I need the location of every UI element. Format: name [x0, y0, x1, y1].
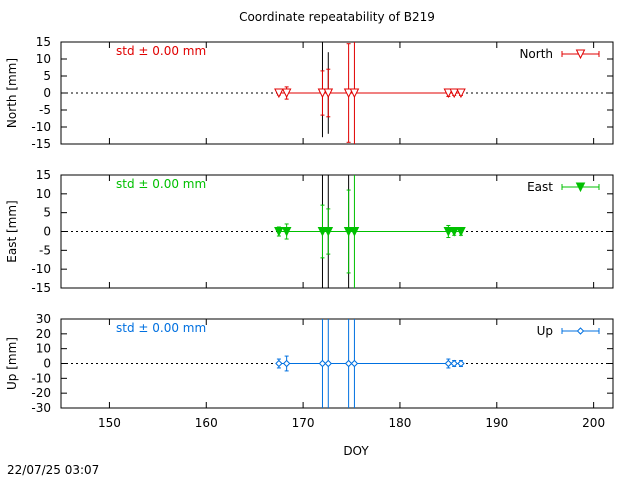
- data-point-marker: [323, 88, 334, 99]
- data-point-marker: [281, 227, 292, 237]
- data-point-marker: [449, 227, 459, 237]
- x-tick-label: 200: [582, 416, 605, 430]
- data-point-marker: [443, 88, 454, 99]
- y-tick-label: -10: [31, 262, 51, 276]
- plot-area: [274, 42, 466, 144]
- y-tick-label: 10: [36, 52, 51, 66]
- data-point-marker: [344, 359, 353, 368]
- x-tick-label: 190: [485, 416, 508, 430]
- y-tick-label: -15: [31, 281, 51, 295]
- y-tick-label: -15: [31, 137, 51, 151]
- data-point-marker: [274, 227, 284, 237]
- data-point-marker: [575, 182, 586, 193]
- data-point-marker: [318, 359, 327, 368]
- y-axis-label: North [mm]: [5, 58, 19, 128]
- plot-area: [275, 319, 465, 408]
- std-text: std ± 0.00 mm: [116, 44, 206, 58]
- x-tick-label: 180: [388, 416, 411, 430]
- panel-north: -15 -10 -5 0 5 10 15 North [mm] std ± 0.00 mm Nor…: [5, 35, 614, 151]
- y-tick-label: 10: [36, 342, 51, 356]
- data-point-marker: [456, 227, 466, 237]
- data-point-marker: [575, 49, 586, 60]
- data-point-marker: [324, 359, 332, 368]
- data-point-marker: [444, 359, 453, 368]
- x-tick-label: 170: [292, 416, 315, 430]
- data-point-marker: [281, 88, 292, 99]
- y-tick-label: 5: [43, 206, 51, 220]
- y-tick-label: -10: [31, 120, 51, 134]
- data-point-marker: [457, 359, 465, 368]
- data-point-marker: [274, 88, 284, 99]
- y-tick-label: -20: [31, 386, 51, 400]
- x-tick-label: 150: [98, 416, 121, 430]
- data-point-marker: [456, 88, 466, 99]
- legend-label: East: [527, 180, 553, 194]
- data-point-marker: [343, 88, 354, 99]
- data-point-marker: [317, 227, 328, 237]
- data-point-marker: [282, 359, 291, 368]
- y-tick-label: 15: [36, 168, 51, 182]
- chart-title: Coordinate repeatability of B219: [239, 10, 435, 24]
- chart-panels: -15 -10 -5 0 5 10 15 North [mm] std ± 0.00 mm Nor…: [5, 35, 614, 430]
- y-tick-label: 0: [43, 357, 51, 371]
- data-point-marker: [350, 359, 359, 368]
- data-point-marker: [576, 327, 585, 335]
- y-axis-label: Up [mm]: [5, 337, 19, 390]
- y-tick-label: 0: [43, 225, 51, 239]
- legend-label: Up: [537, 324, 553, 338]
- data-point-marker: [449, 88, 459, 99]
- data-point-marker: [349, 88, 360, 99]
- y-tick-label: -30: [31, 401, 51, 415]
- timestamp: 22/07/25 03:07: [7, 463, 99, 477]
- data-point-marker: [443, 227, 454, 237]
- y-axis-label: East [mm]: [5, 200, 19, 262]
- x-axis-label: DOY: [343, 444, 369, 458]
- std-text: std ± 0.00 mm: [116, 177, 206, 191]
- panel-east: -15 -10 -5 0 5 10 15 East [mm] std ± 0.00 mm East: [5, 168, 614, 295]
- x-tick-label: 160: [195, 416, 218, 430]
- plot-area: [274, 175, 466, 288]
- y-tick-label: -5: [39, 243, 51, 257]
- data-point-marker: [343, 227, 354, 237]
- y-tick-label: 5: [43, 69, 51, 83]
- data-point-marker: [317, 88, 328, 99]
- y-tick-label: 0: [43, 86, 51, 100]
- y-tick-label: 15: [36, 35, 51, 49]
- y-tick-label: 10: [36, 187, 51, 201]
- data-point-marker: [275, 359, 283, 368]
- y-tick-label: 30: [36, 312, 51, 326]
- std-text: std ± 0.00 mm: [116, 321, 206, 335]
- data-point-marker: [323, 227, 334, 237]
- legend-label: North: [519, 47, 553, 61]
- data-point-marker: [349, 227, 360, 237]
- y-tick-label: -10: [31, 371, 51, 385]
- y-tick-label: -5: [39, 103, 51, 117]
- y-tick-label: 20: [36, 327, 51, 341]
- data-point-marker: [450, 359, 458, 368]
